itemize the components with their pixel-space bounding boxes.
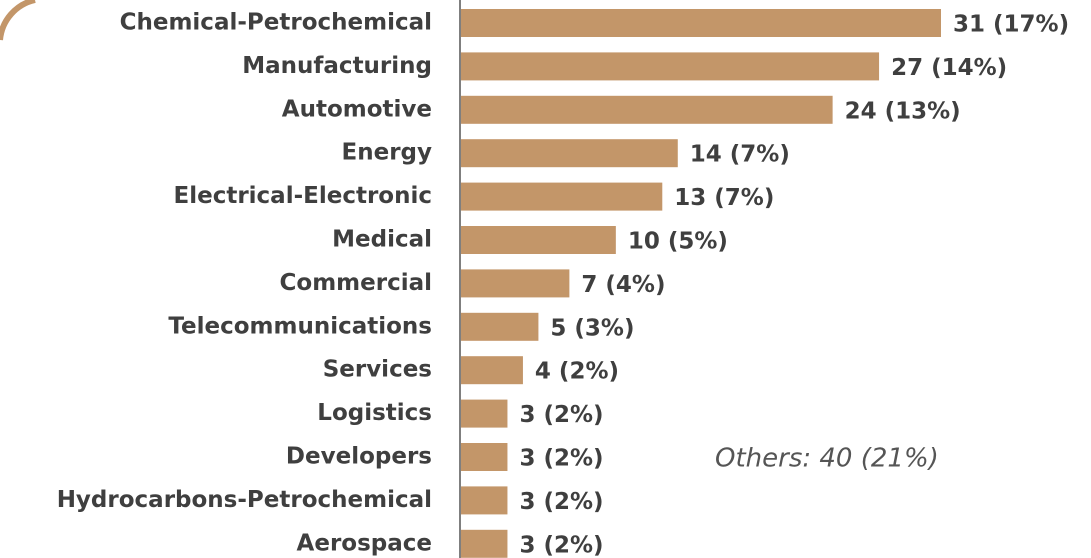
bar (461, 9, 941, 37)
category-label: Commercial (280, 270, 432, 296)
category-label: Developers (286, 444, 432, 470)
decor-arc (0, 0, 36, 41)
value-label: 7 (4%) (581, 272, 665, 298)
value-label: 3 (2%) (519, 489, 603, 515)
category-label: Medical (332, 227, 432, 253)
value-label: 13 (7%) (674, 185, 774, 211)
value-label: 3 (2%) (519, 532, 603, 558)
value-label: 10 (5%) (628, 229, 728, 255)
bar (461, 226, 616, 254)
value-label: 14 (7%) (690, 142, 790, 168)
bar (461, 443, 508, 471)
bar (461, 486, 508, 515)
bar (461, 52, 880, 81)
category-label: Automotive (282, 96, 432, 122)
bar (461, 139, 678, 168)
category-label: Electrical-Electronic (174, 183, 433, 209)
category-label: Services (323, 357, 432, 383)
category-label: Logistics (317, 400, 432, 426)
value-label: 3 (2%) (519, 402, 603, 428)
bar (461, 269, 570, 298)
bar (461, 95, 833, 124)
bar (461, 312, 539, 341)
bar (461, 399, 508, 428)
value-label: 27 (14%) (891, 55, 1007, 81)
value-label: 3 (2%) (519, 446, 603, 472)
category-label: Chemical-Petrochemical (120, 10, 432, 36)
bar (461, 182, 663, 211)
value-label: 31 (17%) (953, 12, 1069, 38)
category-label: Aerospace (297, 530, 432, 556)
category-label: Energy (342, 140, 432, 166)
bar (461, 356, 523, 385)
bar (461, 529, 508, 558)
annotation: Others: 40 (21%) (715, 444, 939, 474)
value-label: 4 (2%) (535, 359, 619, 385)
value-label: 24 (13%) (845, 98, 961, 124)
category-label: Manufacturing (242, 53, 432, 79)
value-label: 5 (3%) (550, 315, 634, 341)
category-label: Telecommunications (168, 313, 432, 339)
category-label: Hydrocarbons-Petrochemical (57, 487, 432, 513)
